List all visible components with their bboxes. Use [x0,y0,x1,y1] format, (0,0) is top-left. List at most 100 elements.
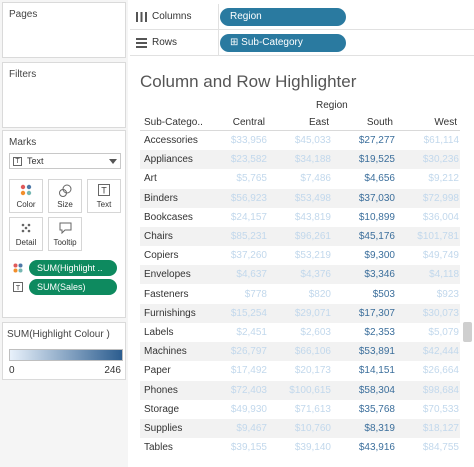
sales-cell-west[interactable]: $98,684 [422,384,459,396]
table-row[interactable]: Chairs $85,231 $96,261 $45,176 $101,781 [140,227,460,246]
columns-shelf[interactable]: Columns Region [130,4,474,30]
sales-cell-west[interactable]: $923 [436,288,459,300]
sales-cell-south[interactable]: $3,346 [364,269,395,281]
sales-cell-east[interactable]: $7,486 [300,173,331,185]
sales-cell-central[interactable]: $778 [244,288,267,300]
table-row[interactable]: Supplies $9,467 $10,760 $8,319 $18,127 [140,419,460,438]
sales-cell-east[interactable]: $2,603 [300,327,331,338]
sum-sales-pill[interactable]: SUM(Sales) [29,279,117,295]
vertical-scrollbar[interactable] [463,322,472,342]
sales-cell-west[interactable]: $30,236 [422,154,459,166]
mark-type-dropdown[interactable]: T Text [9,153,121,169]
table-row[interactable]: Labels $2,451 $2,603 $2,353 $5,079 [140,323,460,342]
sales-cell-east[interactable]: $71,613 [294,403,331,415]
sales-cell-south[interactable]: $35,768 [358,403,395,415]
region-pill[interactable]: Region [220,8,346,26]
sub-category-header[interactable]: Sub-Catego.. [144,117,203,128]
sales-cell-south[interactable]: $45,176 [358,231,395,242]
sales-cell-east[interactable]: $34,188 [294,154,331,166]
sales-cell-central[interactable]: $15,254 [230,307,267,319]
sales-cell-south[interactable]: $19,525 [358,154,395,166]
sales-cell-central[interactable]: $26,797 [230,346,267,358]
sales-cell-west[interactable]: $84,755 [422,442,459,454]
sales-cell-central[interactable]: $37,260 [230,250,267,262]
sales-cell-south[interactable]: $2,353 [364,327,395,338]
sales-cell-central[interactable]: $9,467 [236,423,267,434]
sales-cell-central[interactable]: $72,403 [230,384,267,396]
sales-cell-east[interactable]: $53,219 [294,250,331,262]
sales-cell-west[interactable]: $70,533 [422,403,459,415]
column-header-south[interactable]: South [366,117,393,128]
sales-cell-south[interactable]: $4,656 [364,173,395,185]
sales-cell-east[interactable]: $45,033 [294,135,331,146]
sales-cell-south[interactable]: $27,277 [358,135,395,146]
sales-cell-east[interactable]: $66,106 [294,346,331,358]
table-row[interactable]: Machines $26,797 $66,106 $53,891 $42,444 [140,342,460,362]
table-row[interactable]: Paper $17,492 $20,173 $14,151 $26,664 [140,361,460,380]
highlight-colour-pill[interactable]: SUM(Highlight .. [29,260,117,276]
sales-cell-central[interactable]: $24,157 [230,211,267,223]
sales-cell-central[interactable]: $49,930 [230,403,267,415]
sales-cell-south[interactable]: $9,300 [364,250,395,262]
text-button[interactable]: T Text [87,179,121,213]
filters-card[interactable]: Filters [2,62,126,128]
tooltip-button[interactable]: Tooltip [48,217,82,251]
rows-shelf[interactable]: Rows ⊞ Sub-Category [130,30,474,56]
column-header-central[interactable]: Central [232,117,265,128]
pages-card[interactable]: Pages [2,2,126,58]
sales-cell-west[interactable]: $26,664 [422,365,459,377]
sales-cell-west[interactable]: $9,212 [428,173,459,185]
sales-cell-south[interactable]: $37,030 [358,192,395,204]
table-row[interactable]: Binders $56,923 $53,498 $37,030 $72,998 [140,188,460,208]
sales-cell-south[interactable]: $10,899 [358,211,395,223]
color-button[interactable]: Color [9,179,43,213]
sales-cell-central[interactable]: $5,765 [236,173,267,185]
sales-cell-west[interactable]: $5,079 [428,327,459,338]
sales-cell-west[interactable]: $4,118 [429,269,459,281]
sales-cell-east[interactable]: $53,498 [294,192,331,204]
table-row[interactable]: Appliances $23,582 $34,188 $19,525 $30,236 [140,150,460,170]
sales-cell-east[interactable]: $29,071 [294,307,331,319]
sales-cell-west[interactable]: $72,998 [422,192,459,204]
table-row[interactable]: Tables $39,155 $39,140 $43,916 $84,755 [140,438,460,457]
sales-cell-west[interactable]: $49,749 [422,250,459,262]
sales-cell-south[interactable]: $14,151 [358,365,395,377]
sales-cell-west[interactable]: $30,073 [422,307,459,319]
table-row[interactable]: Furnishings $15,254 $29,071 $17,307 $30,073 [140,303,460,323]
sales-cell-west[interactable]: $42,444 [422,346,459,358]
sales-cell-west[interactable]: $61,114 [423,135,459,146]
column-header-west[interactable]: West [434,117,457,128]
sales-cell-west[interactable]: $101,781 [417,231,459,242]
sales-cell-central[interactable]: $85,231 [230,231,267,242]
sales-cell-central[interactable]: $4,637 [236,269,267,281]
table-row[interactable]: Art $5,765 $7,486 $4,656 $9,212 [140,169,460,188]
sales-cell-central[interactable]: $39,155 [230,442,267,454]
table-row[interactable]: Storage $49,930 $71,613 $35,768 $70,533 [140,400,460,419]
column-header-east[interactable]: East [308,117,329,128]
sales-cell-east[interactable]: $100,615 [289,384,331,396]
sales-cell-south[interactable]: $8,319 [364,423,395,434]
table-row[interactable]: Accessories $33,956 $45,033 $27,277 $61,114 [140,131,460,150]
sales-cell-central[interactable]: $17,492 [230,365,267,377]
sales-cell-central[interactable]: $56,923 [230,192,267,204]
sales-cell-south[interactable]: $53,891 [358,346,395,358]
sales-cell-south[interactable]: $58,304 [358,384,395,396]
table-row[interactable]: Fasteners $778 $820 $503 $923 [140,285,460,304]
sales-cell-central[interactable]: $2,451 [236,327,267,338]
sales-cell-south[interactable]: $17,307 [358,307,395,319]
sales-cell-west[interactable]: $36,004 [422,211,459,223]
sales-cell-central[interactable]: $23,582 [230,154,267,166]
sales-cell-east[interactable]: $39,140 [294,442,331,454]
table-row[interactable]: Bookcases $24,157 $43,819 $10,899 $36,004 [140,208,460,227]
table-row[interactable]: Phones $72,403 $100,615 $58,304 $98,684 [140,380,460,400]
sales-cell-east[interactable]: $820 [308,288,331,300]
sales-cell-east[interactable]: $43,819 [294,211,331,223]
sales-cell-east[interactable]: $4,376 [300,269,331,281]
sub-category-pill[interactable]: ⊞ Sub-Category [220,34,346,52]
sales-cell-east[interactable]: $10,760 [294,423,331,434]
table-row[interactable]: Copiers $37,260 $53,219 $9,300 $49,749 [140,246,460,265]
color-legend-gradient[interactable] [9,349,123,361]
sales-cell-west[interactable]: $18,127 [422,423,459,434]
detail-button[interactable]: Detail [9,217,43,251]
sales-cell-south[interactable]: $503 [372,288,395,300]
